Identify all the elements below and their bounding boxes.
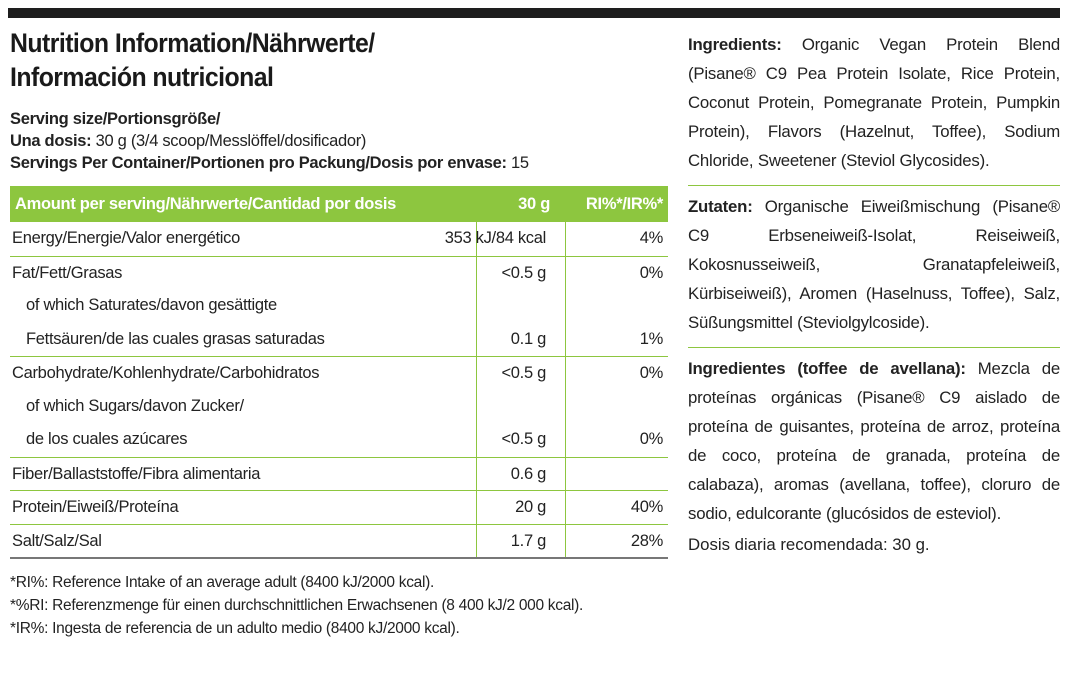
table-row: de los cuales azúcares <0.5 g 0%: [10, 423, 668, 457]
table-row: Energy/Energie/Valor energético 353 kJ/8…: [10, 222, 668, 256]
row-ri: 1%: [639, 329, 664, 348]
daily-dose: Dosis diaria recomendada: 30 g.: [688, 535, 930, 554]
header-30g: 30 g: [518, 195, 550, 213]
table-row: Protein/Eiweiß/Proteína 20 g 40%: [10, 490, 668, 524]
ingredients-es-text: Mezcla de proteínas orgánicas (Pisane® C…: [688, 359, 1060, 523]
row-value: 353 kJ/84 kcal: [444, 229, 547, 247]
footnote-ir-es: *IR%: Ingesta de referencia de un adulto…: [10, 620, 460, 637]
row-label: of which Sugars/davon Zucker/: [26, 396, 244, 415]
nutrition-table-body: Energy/Energie/Valor energético 353 kJ/8…: [10, 222, 668, 559]
footnote-ri-de: *%RI: Referenzmenge für einen durchschni…: [10, 597, 584, 614]
row-value: 0.1 g: [510, 329, 547, 348]
row-ri: 0%: [639, 364, 664, 382]
row-label: Fiber/Ballaststoffe/Fibra alimentaria: [12, 464, 261, 483]
header-amount: Amount per serving/Nährwerte/Cantidad po…: [15, 195, 397, 213]
table-row: Salt/Salz/Sal 1.7 g 28%: [10, 523, 668, 558]
row-label: Salt/Salz/Sal: [12, 531, 102, 550]
dose-label: Una dosis:: [10, 132, 92, 150]
table-row: of which Sugars/davon Zucker/: [10, 390, 668, 424]
row-ri: 0%: [639, 430, 664, 448]
row-label: Carbohydrate/Kohlenhydrate/Carbohidratos: [12, 364, 320, 382]
column-divider: [565, 222, 566, 557]
table-row: of which Saturates/davon gesättigte: [10, 289, 668, 323]
footnote-ri-en: *RI%: Reference Intake of an average adu…: [10, 574, 434, 591]
row-value: <0.5 g: [501, 430, 546, 448]
nutrition-table-header: Amount per serving/Nährwerte/Cantidad po…: [10, 186, 668, 222]
table-row: Fettsäuren/de las cuales grasas saturada…: [10, 323, 668, 357]
row-ri: 28%: [630, 531, 663, 550]
serving-info: Serving size/Portionsgröße/ Una dosis: 3…: [10, 108, 668, 174]
ingredients-de-label: Zutaten:: [688, 197, 753, 216]
ingredients-panel: Ingredients: Organic Vegan Protein Blend…: [688, 30, 1060, 558]
row-ri: 0%: [639, 263, 664, 282]
row-value: 0.6 g: [510, 464, 547, 483]
footnotes: *RI%: Reference Intake of an average adu…: [10, 571, 668, 640]
row-value: 1.7 g: [510, 531, 547, 550]
row-label: of which Saturates/davon gesättigte: [26, 296, 277, 314]
table-row: Carbohydrate/Kohlenhydrate/Carbohidratos…: [10, 356, 668, 390]
ingredients-english: Ingredients: Organic Vegan Protein Blend…: [688, 30, 1060, 175]
ingredients-de-text: Organische Eiweißmischung (Pisane® C9 Er…: [688, 197, 1060, 332]
ingredients-es-label: Ingredientes (toffee de avellana):: [688, 359, 966, 378]
table-row: Fat/Fett/Grasas <0.5 g 0%: [10, 255, 668, 290]
servings-per-container-value: 15: [506, 154, 529, 172]
dose-value: 30 g (3/4 scoop/Messlöffel/dosificador): [91, 132, 367, 150]
divider: [688, 347, 1060, 348]
row-label: Energy/Energie/Valor energético: [12, 229, 240, 247]
nutrition-panel: Nutrition Information/Nährwerte/ Informa…: [10, 26, 668, 640]
row-value: <0.5 g: [501, 263, 546, 282]
row-value: <0.5 g: [501, 364, 546, 382]
row-ri: 4%: [639, 229, 664, 247]
column-divider: [476, 222, 477, 557]
row-label: Fettsäuren/de las cuales grasas saturada…: [26, 329, 325, 348]
divider: [688, 185, 1060, 186]
servings-per-container-label: Servings Per Container/Portionen pro Pac…: [10, 154, 507, 172]
ingredients-en-label: Ingredients:: [688, 35, 782, 54]
row-label: de los cuales azúcares: [26, 430, 188, 448]
top-bar: [8, 8, 1060, 18]
serving-size-label: Serving size/Portionsgröße/: [10, 110, 221, 128]
ingredients-en-text: Organic Vegan Protein Blend (Pisane® C9 …: [688, 35, 1060, 170]
row-ri: 40%: [630, 498, 663, 516]
header-ri: RI%*/IR%*: [585, 195, 663, 213]
table-row: Fiber/Ballaststoffe/Fibra alimentaria 0.…: [10, 456, 668, 491]
nutrition-title-line1: Nutrition Information/Nährwerte/: [10, 28, 375, 58]
row-value: 20 g: [515, 498, 546, 516]
nutrition-title-line2: Información nutricional: [10, 62, 274, 92]
ingredients-spanish: Ingredientes (toffee de avellana): Mezcl…: [688, 354, 1060, 528]
row-label: Protein/Eiweiß/Proteína: [12, 498, 179, 516]
ingredients-german: Zutaten: Organische Eiweißmischung (Pisa…: [688, 192, 1060, 337]
row-label: Fat/Fett/Grasas: [12, 263, 123, 282]
